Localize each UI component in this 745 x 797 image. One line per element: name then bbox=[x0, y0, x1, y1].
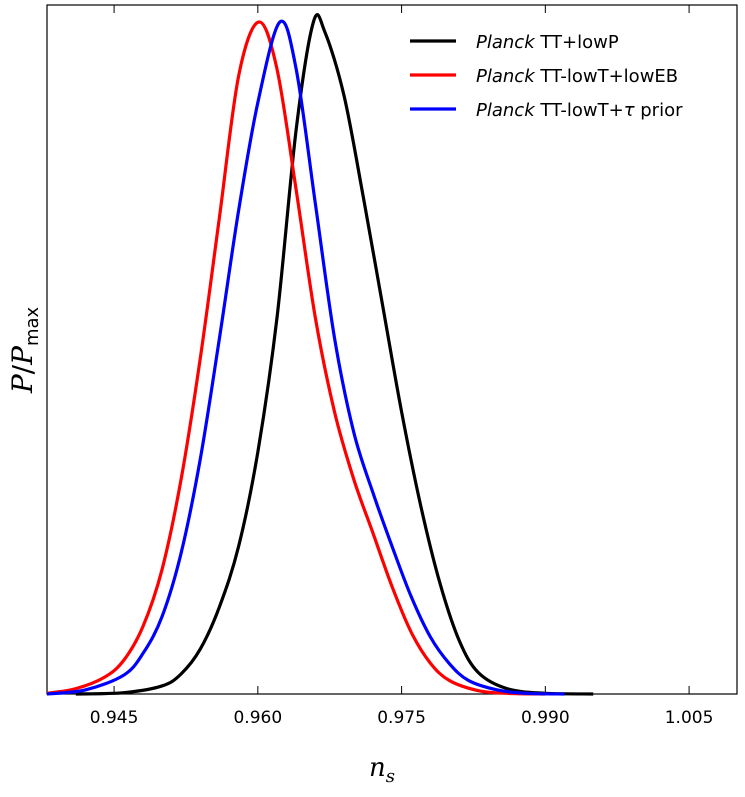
legend-label-lowteb: Planck TT-lowT+lowEB bbox=[476, 66, 678, 87]
x-tick-label: 0.990 bbox=[521, 708, 570, 728]
series-line-lowteb bbox=[46, 20, 546, 696]
legend: Planck TT+lowP Planck TT-lowT+lowEB Plan… bbox=[410, 32, 683, 121]
y-axis-label: P/Pmax bbox=[6, 306, 43, 394]
series-layer bbox=[46, 13, 594, 696]
x-axis-label: ns bbox=[369, 753, 395, 787]
series-line-tau-prior bbox=[46, 19, 565, 696]
x-tick-label: 0.975 bbox=[377, 708, 426, 728]
x-tick-label: 0.945 bbox=[90, 708, 139, 728]
x-tick-label: 0.960 bbox=[233, 708, 282, 728]
plot-frame bbox=[46, 4, 738, 695]
series-line-ttlowp bbox=[75, 13, 594, 696]
x-tick-label: 1.005 bbox=[665, 708, 714, 728]
legend-label-tau-prior: Planck TT-lowT+τ prior bbox=[476, 100, 683, 121]
legend-label-ttlowp: Planck TT+lowP bbox=[476, 32, 619, 53]
